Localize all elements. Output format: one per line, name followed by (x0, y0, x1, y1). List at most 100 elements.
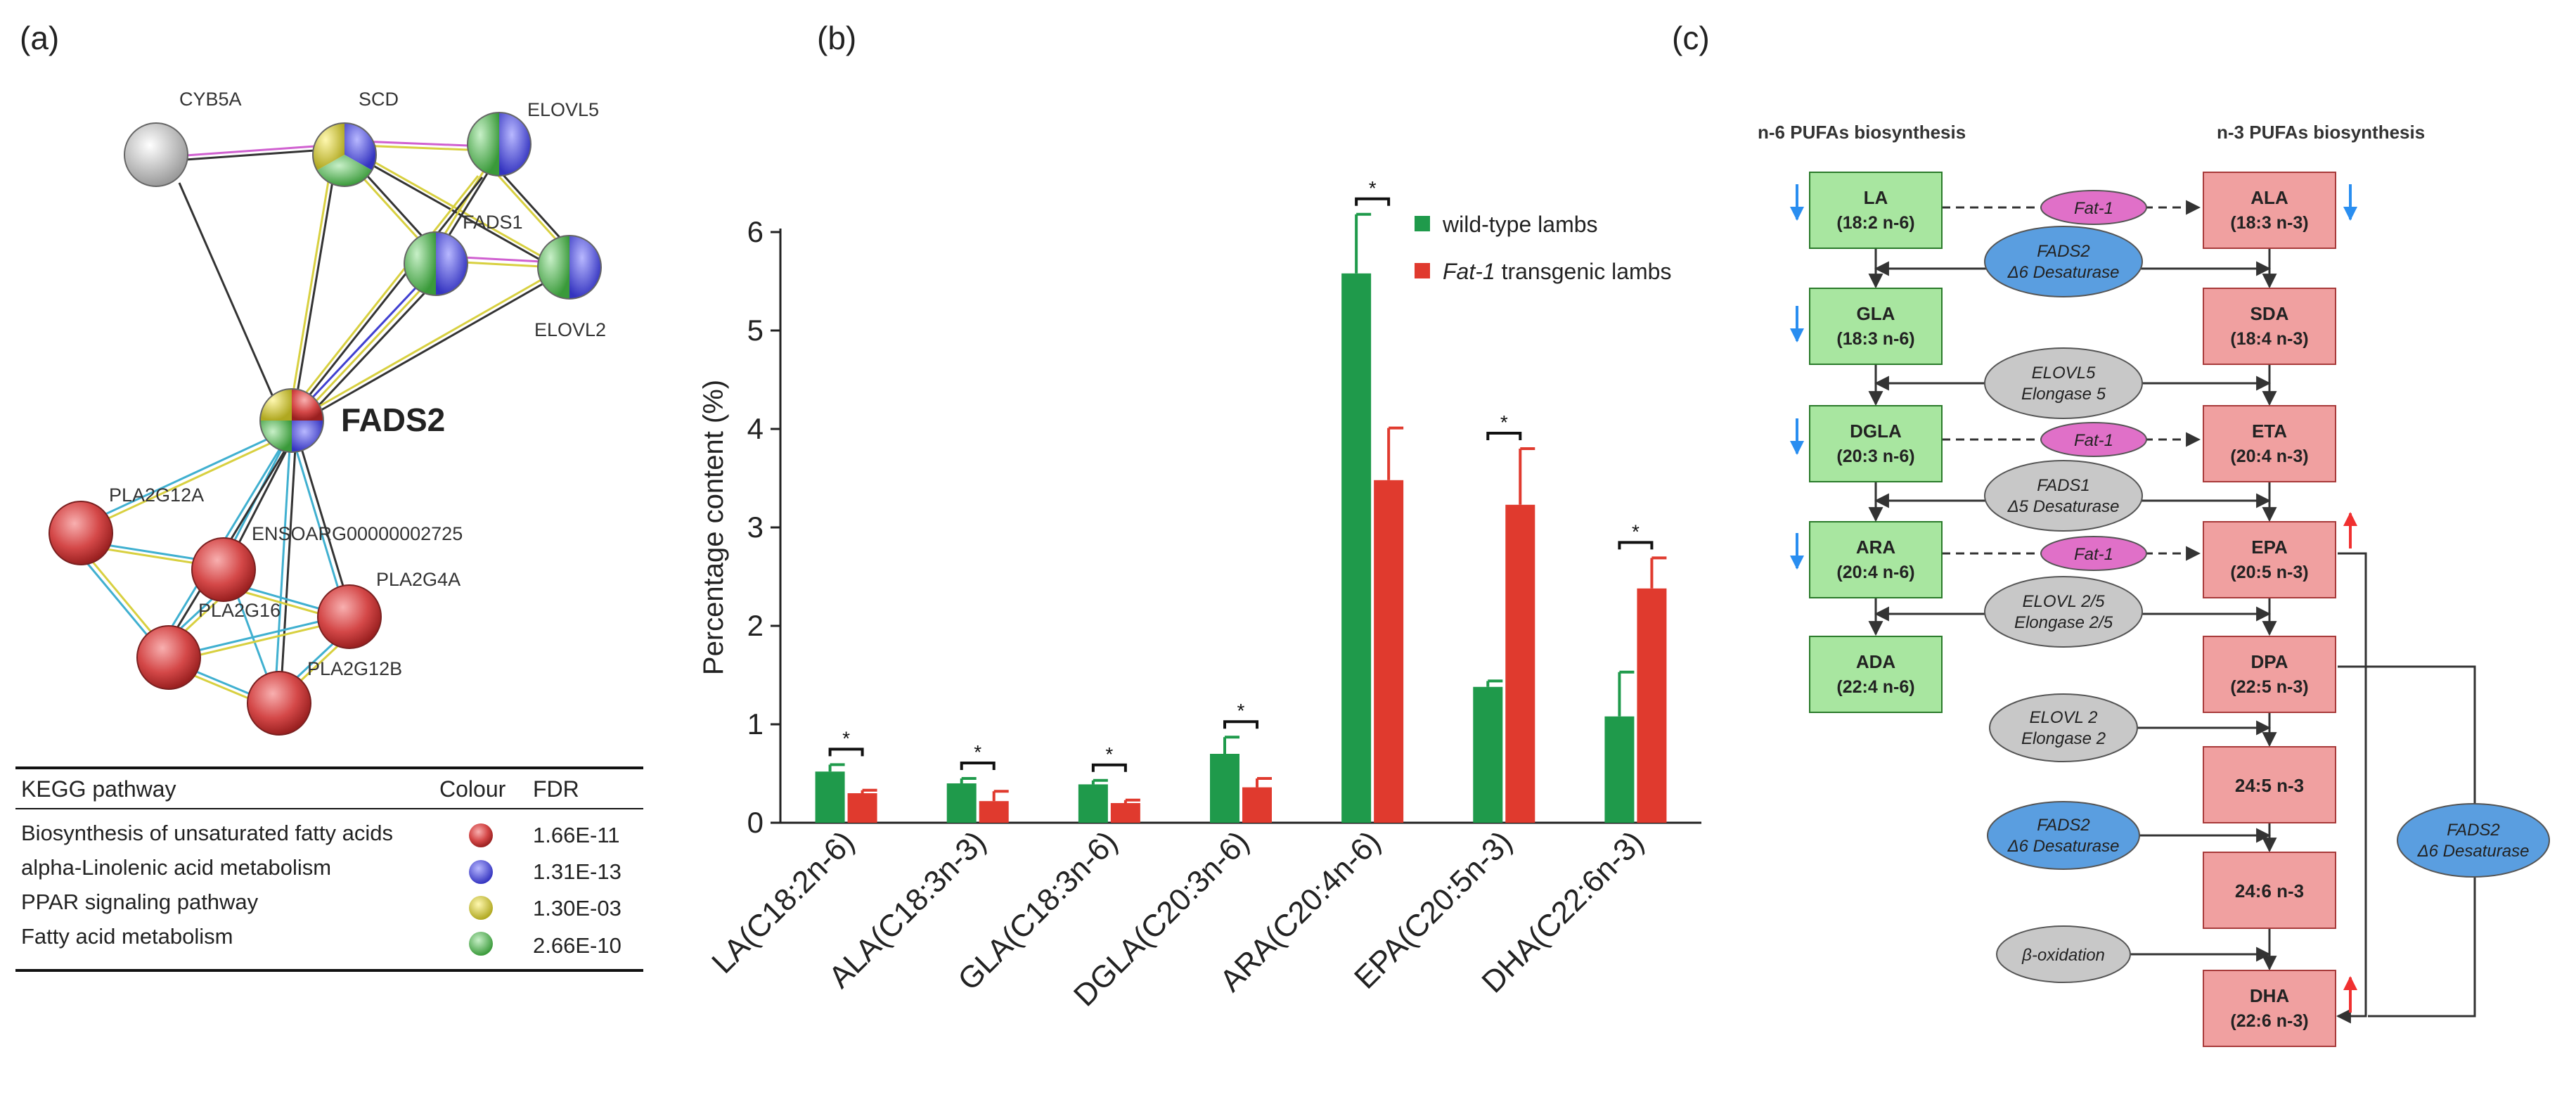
metabolite-formula: (20:4 n-3) (2230, 447, 2308, 466)
y-axis-label: Percentage content (%) (698, 380, 729, 675)
bar (1374, 480, 1404, 823)
significance-bracket (828, 748, 864, 757)
label-fads2: FADS2 (341, 402, 445, 438)
pathway-box-bg (2203, 636, 2336, 713)
enzyme-name: ELOVL 2 (2030, 708, 2098, 727)
bar (979, 801, 1009, 823)
n3-box: 24:6 n-3 (2203, 852, 2336, 929)
kegg-row-pathway: Fatty acid metabolism (21, 924, 233, 949)
fat1-label: Fat-1 (2074, 431, 2113, 450)
n6-pathway-boxes: LA (18:2 n-6) GLA (18:3 n-6) DGLA (20:3 n-6) A… (1809, 172, 1943, 713)
n6-title: n-6 PUFAs biosynthesis (1758, 122, 1966, 143)
bar (1637, 588, 1667, 823)
y-tick-label: 6 (747, 215, 764, 248)
significance-bracket (1486, 432, 1522, 440)
enzyme-beta-oxidation: β-oxidation (1996, 925, 2131, 983)
label-pla2g16: PLA2G16 (198, 600, 281, 621)
pathway-box-bg (1809, 172, 1943, 249)
metabolite-formula: (18:2 n-6) (1836, 213, 1914, 233)
kegg-table: KEGG pathway Colour FDR Biosynthesis of … (15, 766, 643, 972)
metabolite-name: SDA (2250, 303, 2289, 324)
significance-bracket (1618, 541, 1654, 550)
kegg-row-fdr: 1.66E-11 (533, 823, 620, 847)
enzyme-name: FADS1 (2037, 476, 2090, 495)
fat1-label: Fat-1 (2074, 199, 2113, 218)
enzyme-elovl5: ELOVL5 Elongase 5 (1984, 347, 2143, 419)
enzyme-fads2-b: FADS2 Δ6 Desaturase (1987, 801, 2140, 870)
metabolite-formula: (20:3 n-6) (1836, 447, 1914, 466)
label-pla2g12b: PLA2G12B (307, 658, 402, 679)
enzyme-elovl2: ELOVL 2 Elongase 2 (1989, 693, 2138, 762)
down-arrow-icon (1790, 184, 2357, 570)
legend-label-fat1: Fat-1 transgenic lambs (1443, 259, 1671, 284)
kegg-color-swatch (469, 896, 493, 920)
bar (1341, 273, 1372, 823)
legend-italic: Fat-1 (1443, 259, 1495, 284)
metabolite-formula: (20:5 n-3) (2230, 563, 2308, 582)
legend-swatch-wildtype (1415, 216, 1430, 231)
n3-title: n-3 PUFAs biosynthesis (2217, 122, 2425, 143)
label-fads1: FADS1 (463, 212, 523, 233)
significance-bracket (1091, 763, 1127, 772)
metabolite-name: ETA (2252, 421, 2287, 442)
y-tick-label: 5 (747, 314, 764, 347)
legend: wild-type lambs Fat-1 transgenic lambs (1415, 212, 1671, 284)
enzyme-elovl25: ELOVL 2/5 Elongase 2/5 (1984, 576, 2143, 648)
bar (1604, 716, 1635, 823)
kegg-row-fdr: 1.30E-03 (533, 896, 622, 920)
n3-box: ETA (20:4 n-3) (2203, 405, 2336, 482)
metabolite-formula: (18:4 n-3) (2230, 329, 2308, 349)
kegg-color-swatch (469, 823, 493, 847)
label-elovl2: ELOVL2 (534, 319, 606, 340)
bar (1110, 803, 1140, 823)
pathway-box-bg (2203, 852, 2336, 929)
kegg-header-colour: Colour (439, 776, 506, 802)
kegg-row-fdr: 1.31E-13 (533, 859, 622, 884)
kegg-header-fdr: FDR (533, 776, 579, 802)
pathway-box-bg (2203, 521, 2336, 598)
network-labels: CYB5A SCD ELOVL5 FADS1 ELOVL2 FADS2 PLA2… (109, 89, 606, 679)
kegg-row-fdr: 2.66E-10 (533, 933, 622, 958)
panel-label-a: (a) (20, 20, 59, 56)
enzyme-desc: Elongase 2/5 (2014, 613, 2113, 632)
metabolite-formula: (22:4 n-6) (1836, 677, 1914, 697)
label-scd: SCD (359, 89, 399, 110)
significance-star: * (1500, 411, 1508, 433)
metabolite-formula: (18:3 n-6) (1836, 329, 1914, 349)
pathway-box-bg (2203, 970, 2336, 1047)
enzyme-desc: Δ5 Desaturase (2007, 497, 2120, 516)
enzyme-name: FADS2 (2037, 242, 2090, 261)
enzyme-desc: Δ6 Desaturase (2007, 837, 2120, 856)
pathway-box-bg (1809, 636, 1943, 713)
panel-label-b: (b) (817, 20, 856, 56)
kegg-color-swatch (469, 932, 493, 956)
label-pla2g12a: PLA2G12A (109, 485, 204, 506)
fat1-enzyme: Fat-1 (2040, 536, 2147, 571)
enzyme-name: FADS2 (2037, 816, 2090, 835)
fat1-label: Fat-1 (2074, 545, 2113, 564)
enzyme-desc: Δ6 Desaturase (2417, 842, 2530, 861)
kegg-row-pathway: Biosynthesis of unsaturated fatty acids (21, 821, 393, 845)
significance-star: * (842, 727, 850, 749)
y-tick-label: 3 (747, 511, 764, 544)
metabolite-name: 24:6 n-3 (2235, 880, 2304, 902)
fat1-enzyme: Fat-1 (2040, 190, 2147, 225)
n6-box-ada: ADA (22:4 n-6) (1809, 636, 1943, 713)
n3-box: DPA (22:5 n-3) (2203, 636, 2336, 713)
label-ensoarg: ENSOARG00000002725 (252, 523, 463, 544)
metabolite-formula: (20:4 n-6) (1836, 563, 1914, 582)
kegg-row-pathway: alpha-Linolenic acid metabolism (21, 855, 331, 880)
node-pla2g4a (317, 584, 382, 649)
fat1-enzyme: Fat-1 (2040, 422, 2147, 457)
enzyme-desc: Elongase 5 (2021, 385, 2106, 404)
enzyme-desc: Δ6 Desaturase (2007, 263, 2120, 282)
y-tick-label: 2 (747, 609, 764, 642)
bar (847, 793, 877, 823)
enzyme-name: FADS2 (2447, 821, 2500, 840)
y-tick-label: 0 (747, 806, 764, 839)
metabolite-name: ALA (2250, 187, 2288, 208)
node-fads1 (404, 231, 468, 296)
pathway-box-bg (1809, 521, 1943, 598)
pathway-diagram: LA (18:2 n-6) GLA (18:3 n-6) DGLA (20:3 n-6) A… (1790, 172, 2550, 1047)
